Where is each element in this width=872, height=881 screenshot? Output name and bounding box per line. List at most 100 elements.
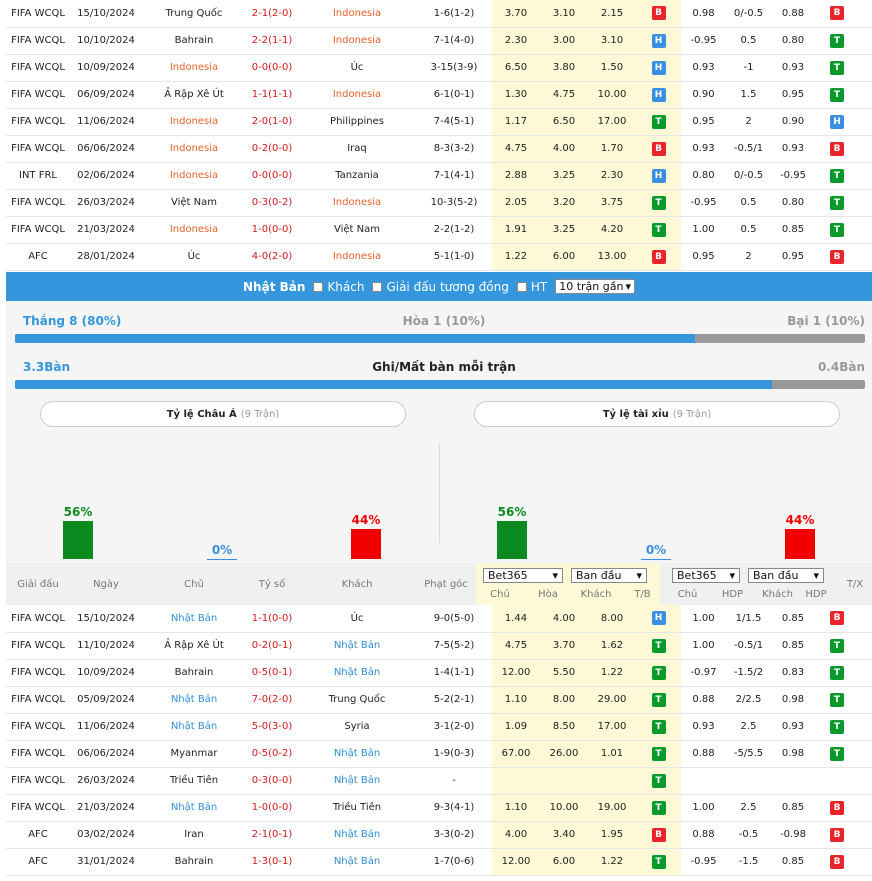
corner-cell: 5-1(1-0) bbox=[416, 243, 492, 271]
away-team-text[interactable]: Indonesia bbox=[332, 197, 382, 208]
odds-away-text: 1.22 bbox=[600, 856, 624, 867]
table-row[interactable]: FIFA WCQL 11/06/2024 Nhật Bản 5-0(3-0) Syria… bbox=[6, 713, 872, 741]
stat-percent: 44% bbox=[785, 513, 815, 527]
table-row[interactable]: FIFA WCQL 21/03/2024 Nhật Bản 1-0(0-0) Triều… bbox=[6, 794, 872, 822]
away-team-text[interactable]: Indonesia bbox=[332, 7, 382, 19]
table-row[interactable]: FIFA WCQL 10/10/2024 Bahrain 2-2(1-1) Indone… bbox=[6, 27, 872, 55]
ht-checkbox[interactable] bbox=[516, 281, 527, 292]
table-row[interactable]: AFC 03/02/2024 Iran 2-1(0-1) Nhật Bản 3-3(0-2… bbox=[6, 821, 872, 849]
away-filter[interactable]: Khách bbox=[313, 280, 364, 294]
table-row[interactable]: FIFA WCQL 10/09/2024 Bahrain 0-5(0-1) Nhật B… bbox=[6, 659, 872, 687]
home-team-text[interactable]: Triều Tiên bbox=[169, 775, 219, 786]
table-row[interactable]: FIFA WCQL 26/03/2024 Triều Tiên 0-3(0-0) Nhậ… bbox=[6, 767, 872, 795]
away-team-text[interactable]: Úc bbox=[350, 62, 364, 73]
away-team-text[interactable]: Úc bbox=[350, 612, 364, 624]
stat-percent: 0% bbox=[211, 543, 233, 557]
ht-filter[interactable]: HT bbox=[516, 280, 547, 294]
table-row[interactable]: FIFA WCQL 06/09/2024 Ả Rập Xê Út 1-1(1-1) In… bbox=[6, 81, 872, 109]
table-row[interactable]: INT FRL 02/06/2024 Indonesia 0-0(0-0) Tanzan… bbox=[6, 162, 872, 190]
away-team-text[interactable]: Indonesia bbox=[332, 89, 382, 100]
away-team-text[interactable]: Nhật Bản bbox=[333, 667, 381, 678]
table-row[interactable]: FIFA WCQL 15/10/2024 Trung Quốc 2-1(2-0) Ind… bbox=[6, 0, 872, 28]
home-team-text[interactable]: Indonesia bbox=[169, 116, 219, 127]
home-team-text[interactable]: Indonesia bbox=[169, 170, 219, 181]
odds-home-cell: 12.00 bbox=[492, 848, 540, 876]
date-cell: 10/10/2024 bbox=[70, 27, 142, 55]
league-cell: FIFA WCQL bbox=[6, 713, 70, 741]
away-team-text[interactable]: Nhật Bản bbox=[333, 748, 381, 759]
odds-home-text: 2.05 bbox=[504, 197, 528, 208]
away-team-text[interactable]: Trung Quốc bbox=[328, 694, 386, 705]
away-team-text[interactable]: Syria bbox=[344, 721, 370, 732]
league-cell: AFC bbox=[6, 821, 70, 849]
away-team-text[interactable]: Iraq bbox=[347, 143, 367, 154]
table-row[interactable]: AFC 31/01/2024 Bahrain 1-3(0-1) Nhật Bản 1-7(… bbox=[6, 848, 872, 876]
home-team-text[interactable]: Bahrain bbox=[174, 667, 214, 678]
odds-draw-cell: 3.20 bbox=[540, 189, 588, 217]
home-team-text[interactable]: Bahrain bbox=[174, 35, 214, 46]
hdp-result-cell: T bbox=[815, 659, 859, 687]
table-row[interactable]: FIFA WCQL 05/09/2024 Nhật Bản 7-0(2-0) Trung… bbox=[6, 686, 872, 714]
same-league-filter[interactable]: Giải đấu tương đồng bbox=[372, 280, 509, 294]
result-badge: T bbox=[651, 854, 666, 869]
table-row[interactable]: FIFA WCQL 15/10/2024 Nhật Bản 1-1(0-0) Úc 9-0… bbox=[6, 605, 872, 633]
corner-text: 3-15(3-9) bbox=[430, 62, 478, 73]
home-team-text[interactable]: Việt Nam bbox=[170, 197, 217, 208]
home-team-text[interactable]: Nhật Bản bbox=[170, 612, 218, 624]
sub-home: Chủ bbox=[490, 589, 510, 600]
result-badge: T bbox=[651, 665, 666, 680]
away-team-text[interactable]: Indonesia bbox=[332, 251, 382, 262]
hdp-home-text: 1.00 bbox=[692, 802, 715, 813]
date-cell: 06/06/2024 bbox=[70, 740, 142, 768]
table-row[interactable]: FIFA WCQL 11/06/2024 Indonesia 2-0(1-0) Phil… bbox=[6, 108, 872, 136]
home-team-text[interactable]: Nhật Bản bbox=[170, 802, 218, 813]
away-team-text[interactable]: Philippines bbox=[330, 116, 384, 127]
table-row[interactable]: FIFA WCQL 06/06/2024 Myanmar 0-5(0-2) Nhật B… bbox=[6, 740, 872, 768]
ou-result-cell: T bbox=[859, 243, 872, 271]
table-row[interactable]: FIFA WCQL 10/09/2024 Indonesia 0-0(0-0) Úc 3-… bbox=[6, 54, 872, 82]
hdp-home-text: 0.93 bbox=[692, 62, 715, 73]
home-team-text[interactable]: Indonesia bbox=[169, 224, 219, 235]
league-cell: FIFA WCQL bbox=[6, 659, 70, 687]
home-team-text[interactable]: Indonesia bbox=[169, 62, 219, 73]
home-team-text[interactable]: Ả Rập Xê Út bbox=[164, 89, 224, 100]
home-team-text[interactable]: Trung Quốc bbox=[165, 7, 223, 19]
odds-home-cell: 2.30 bbox=[492, 27, 540, 55]
away-team-text[interactable]: Việt Nam bbox=[333, 224, 380, 235]
odds-draw-text: 3.00 bbox=[552, 35, 576, 46]
ou-result-cell: T bbox=[859, 713, 872, 741]
table-row[interactable]: FIFA WCQL 06/06/2024 Indonesia 0-2(0-0) Iraq… bbox=[6, 135, 872, 163]
hdp-away-text: 0.88 bbox=[781, 7, 805, 19]
away-checkbox[interactable] bbox=[313, 281, 324, 292]
odds-home-cell: 1.91 bbox=[492, 216, 540, 244]
away-team-text[interactable]: Nhật Bản bbox=[333, 640, 381, 651]
away-team-text[interactable]: Nhật Bản bbox=[333, 775, 381, 786]
home-team-text[interactable]: Ả Rập Xê Út bbox=[164, 640, 224, 651]
odds-draw-text: 3.80 bbox=[552, 62, 576, 73]
match-count-select[interactable]: 10 trận gần ▾ bbox=[555, 279, 635, 294]
away-team-text[interactable]: Nhật Bản bbox=[333, 829, 381, 840]
table-row[interactable]: FIFA WCQL 21/03/2024 Indonesia 1-0(0-0) Việt… bbox=[6, 216, 872, 244]
home-team-text[interactable]: Indonesia bbox=[169, 143, 219, 154]
odds-type-select-2[interactable]: Ban đầu ▾ bbox=[748, 568, 824, 583]
table-row[interactable]: FIFA WCQL 26/03/2024 Việt Nam 0-3(0-2) Indon… bbox=[6, 189, 872, 217]
hdp-line-cell: 1/1.5 bbox=[726, 605, 771, 633]
bookmaker-select-2[interactable]: Bet365 ▾ bbox=[672, 568, 740, 583]
home-team-text[interactable]: Úc bbox=[187, 251, 201, 262]
table-row[interactable]: AFC 28/01/2024 Úc 4-0(2-0) Indonesia 5-1(1-0)… bbox=[6, 243, 872, 271]
away-team-text[interactable]: Triều Tiên bbox=[332, 802, 382, 813]
home-team-text[interactable]: Nhật Bản bbox=[170, 721, 218, 732]
result-badge: B bbox=[830, 611, 844, 626]
home-team-text[interactable]: Myanmar bbox=[170, 748, 218, 759]
odds-type-select-1[interactable]: Ban đầu ▾ bbox=[571, 568, 647, 583]
home-team-text[interactable]: Iran bbox=[184, 829, 204, 840]
away-team-text[interactable]: Tanzania bbox=[335, 170, 379, 181]
same-league-checkbox[interactable] bbox=[372, 281, 383, 292]
bookmaker-select-1[interactable]: Bet365 ▾ bbox=[483, 568, 563, 583]
home-team-text[interactable]: Nhật Bản bbox=[170, 694, 218, 705]
table-row[interactable]: FIFA WCQL 11/10/2024 Ả Rập Xê Út 0-2(0-1) Nh… bbox=[6, 632, 872, 660]
home-team-text[interactable]: Bahrain bbox=[174, 856, 214, 867]
away-team-text[interactable]: Indonesia bbox=[332, 35, 382, 46]
away-team-text[interactable]: Nhật Bản bbox=[333, 856, 381, 867]
odds-draw-cell: 3.10 bbox=[540, 0, 588, 28]
